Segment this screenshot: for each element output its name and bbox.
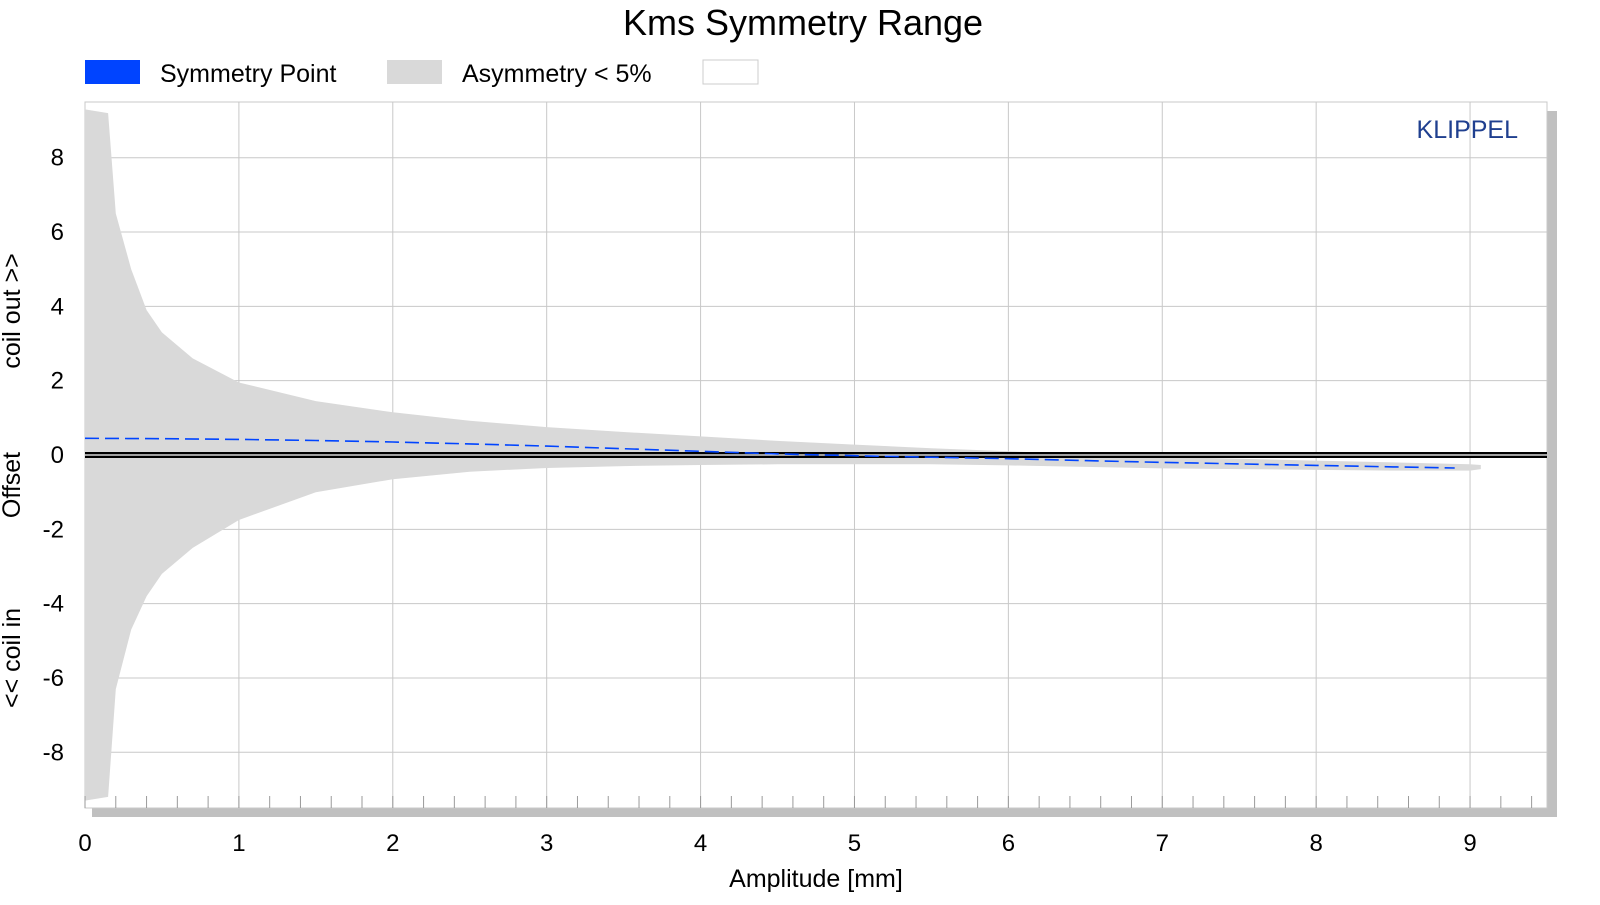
x-tick-label: 4 [694,830,707,857]
x-tick-label: 0 [78,830,91,857]
x-axis-label: Amplitude [mm] [729,865,903,893]
y-tick-label: 8 [51,145,64,172]
symmetry-point-layer [84,437,1455,469]
legend: Symmetry Point Asymmetry < 5% [85,59,759,88]
x-tick-labels: 0 1 2 3 4 5 6 7 8 9 [78,830,1476,857]
legend-swatch-2 [387,60,442,84]
y-tick-label: -6 [43,665,64,692]
y-tick-label: 4 [51,293,64,320]
x-tick-label: 7 [1156,830,1169,857]
x-tick-label: 1 [232,830,245,857]
legend-swatch-1 [85,60,140,84]
y-tick-label: 6 [51,219,64,246]
x-tick-label: 6 [1002,830,1015,857]
x-tick-label: 8 [1309,830,1322,857]
minor-ticks [84,796,1533,808]
y-tick-labels: -8 -6 -4 -2 0 2 4 6 8 [43,145,64,767]
y-tick-label: -4 [43,591,64,618]
legend-swatch-3 [702,59,759,85]
x-tick-label: 9 [1463,830,1476,857]
chart-title: Kms Symmetry Range [623,2,983,43]
y-tick-label: -8 [43,739,64,766]
y-axis-label-offset: Offset [0,452,26,518]
y-axis-label-coil-out: coil out >> [0,253,26,368]
x-tick-label: 5 [848,830,861,857]
legend-label-1: Symmetry Point [160,60,336,88]
y-tick-label: -2 [43,516,64,543]
y-tick-label: 0 [51,442,64,469]
legend-label-2: Asymmetry < 5% [462,60,652,88]
x-tick-label: 3 [540,830,553,857]
x-tick-label: 2 [386,830,399,857]
klippel-watermark: KLIPPEL [1417,116,1519,144]
y-tick-label: 2 [51,368,64,395]
symmetry-point-line [84,437,1455,469]
y-axis-label-coil-in: << coil in [0,608,26,708]
